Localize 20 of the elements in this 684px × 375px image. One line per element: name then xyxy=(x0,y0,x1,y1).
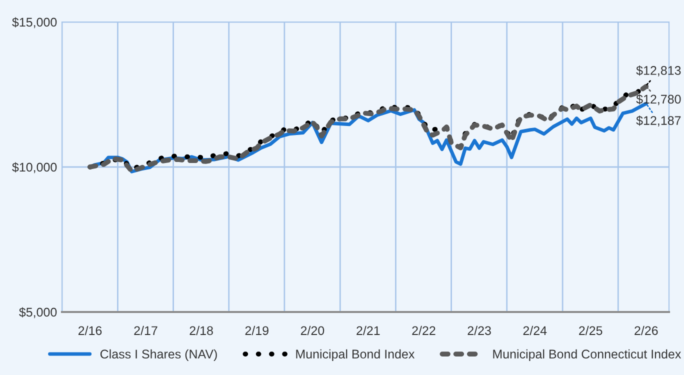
y-tick-label: $15,000 xyxy=(12,17,57,28)
legend-label: Class I Shares (NAV) xyxy=(100,349,217,361)
y-tick-label: $5,000 xyxy=(19,307,57,318)
annotation: $12,780 xyxy=(636,94,681,106)
x-tick-label: 2/26 xyxy=(634,326,658,336)
y-tick-label: $10,000 xyxy=(12,162,57,174)
x-tick-label: 2/25 xyxy=(579,326,602,336)
legend-label: Municipal Bond Connecticut Index xyxy=(493,349,682,361)
x-tick-label: 2/16 xyxy=(78,326,102,336)
legend-label: Municipal Bond Index xyxy=(296,349,415,361)
x-tick-label: 2/21 xyxy=(356,326,380,336)
x-tick-label: 2/23 xyxy=(468,326,491,336)
x-tick-label: 2/22 xyxy=(412,326,436,336)
annotation: $12,187 xyxy=(636,116,681,126)
x-tick-label: 2/24 xyxy=(523,326,547,336)
x-tick-label: 2/20 xyxy=(300,326,324,336)
x-tick-label: 2/19 xyxy=(245,326,268,336)
x-tick-label: 2/17 xyxy=(134,326,158,336)
annotation: $12,813 xyxy=(636,66,681,76)
x-tick-label: 2/18 xyxy=(190,326,213,336)
